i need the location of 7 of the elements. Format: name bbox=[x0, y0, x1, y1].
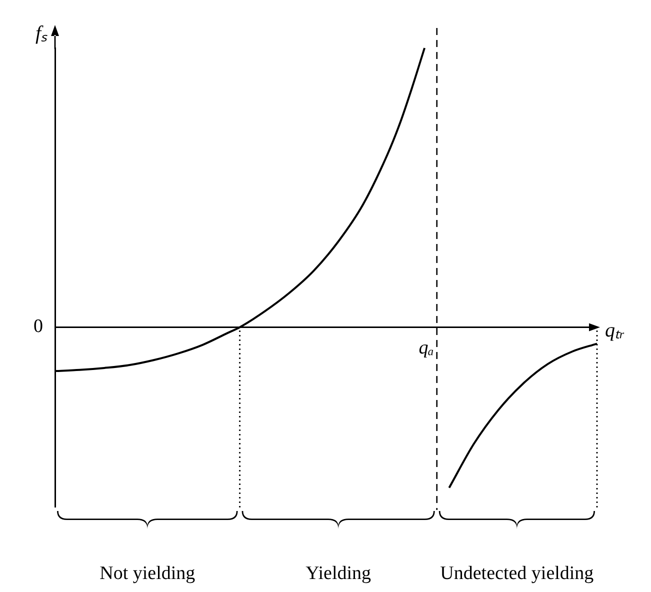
y-axis-title: fₛ bbox=[35, 22, 48, 44]
text: Undetected yielding bbox=[440, 563, 594, 585]
text: Yielding bbox=[306, 563, 372, 585]
text: Not yielding bbox=[100, 563, 196, 585]
text: 0 bbox=[34, 316, 43, 338]
text: qₐ bbox=[418, 338, 434, 359]
x-axis-title: qₜᵣ bbox=[605, 319, 625, 342]
